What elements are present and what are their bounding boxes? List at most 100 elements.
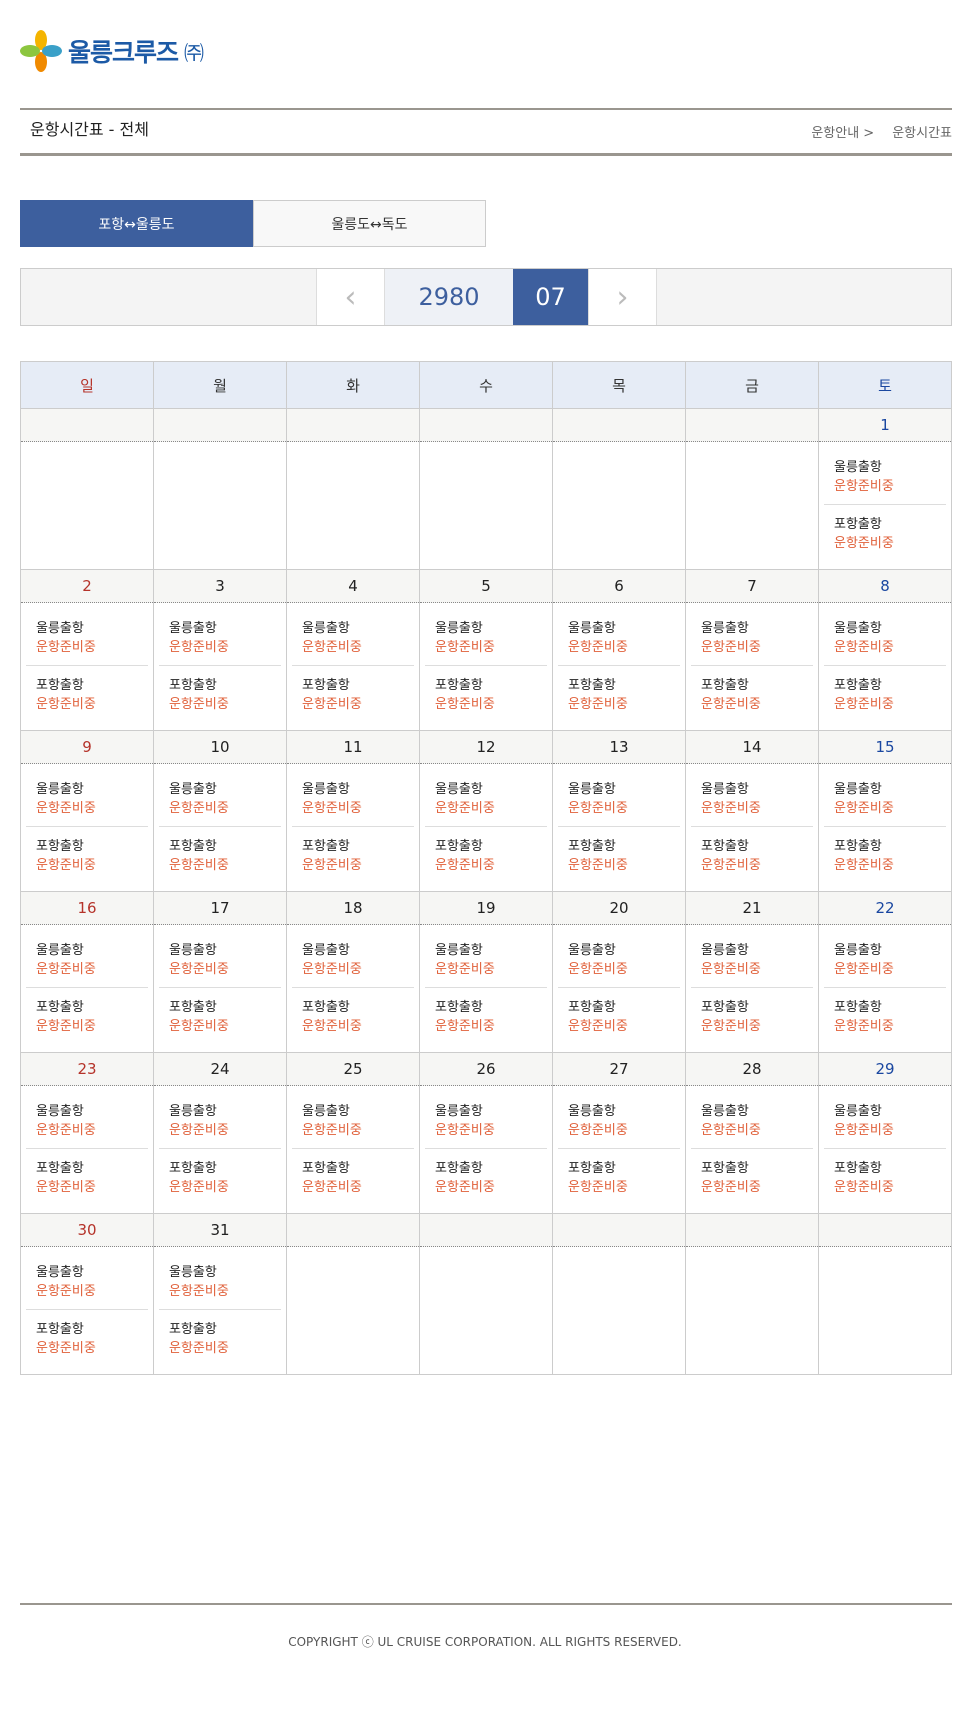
day-cell[interactable]: 울릉출항 운항준비중 포항출항 운항준비중 bbox=[552, 602, 686, 731]
trip-entry[interactable]: 포항출항 운항준비중 bbox=[691, 987, 813, 1044]
day-cell[interactable]: 울릉출항 운항준비중 포항출항 운항준비중 bbox=[685, 924, 819, 1053]
trip-entry[interactable]: 포항출항 운항준비중 bbox=[159, 1148, 281, 1205]
breadcrumb-item-guide[interactable]: 운항안내 > bbox=[811, 126, 875, 141]
day-cell[interactable]: 울릉출항 운항준비중 포항출항 운항준비중 bbox=[20, 1085, 154, 1214]
trip-entry[interactable]: 울릉출항 운항준비중 bbox=[824, 1092, 946, 1148]
trip-entry[interactable]: 포항출항 운항준비중 bbox=[159, 665, 281, 722]
trip-entry[interactable]: 울릉출항 운항준비중 bbox=[824, 609, 946, 665]
trip-entry[interactable]: 울릉출항 운항준비중 bbox=[691, 1092, 813, 1148]
day-cell[interactable]: 울릉출항 운항준비중 포항출항 운항준비중 bbox=[153, 1246, 287, 1375]
trip-entry[interactable]: 울릉출항 운항준비중 bbox=[292, 1092, 414, 1148]
trip-entry[interactable]: 포항출항 운항준비중 bbox=[26, 987, 148, 1044]
day-cell[interactable]: 울릉출항 운항준비중 포항출항 운항준비중 bbox=[153, 602, 287, 731]
trip-entry[interactable]: 울릉출항 운항준비중 bbox=[425, 1092, 547, 1148]
day-cell[interactable]: 울릉출항 운항준비중 포항출항 운항준비중 bbox=[818, 924, 952, 1053]
trip-entry[interactable]: 포항출항 운항준비중 bbox=[558, 987, 680, 1044]
day-cell[interactable]: 울릉출항 운항준비중 포항출항 운항준비중 bbox=[685, 1085, 819, 1214]
trip-entry[interactable]: 울릉출항 운항준비중 bbox=[425, 770, 547, 826]
trip-entry[interactable]: 울릉출항 운항준비중 bbox=[26, 1253, 148, 1309]
trip-entry[interactable]: 울릉출항 운항준비중 bbox=[691, 770, 813, 826]
trip-entry[interactable]: 울릉출항 운항준비중 bbox=[824, 448, 946, 504]
next-month-button[interactable]: › bbox=[588, 269, 657, 325]
day-cell[interactable]: 울릉출항 운항준비중 포항출항 운항준비중 bbox=[419, 602, 553, 731]
trip-entry[interactable]: 울릉출항 운항준비중 bbox=[824, 770, 946, 826]
day-cell[interactable]: 울릉출항 운항준비중 포항출항 운항준비중 bbox=[818, 441, 952, 570]
trip-entry[interactable]: 울릉출항 운항준비중 bbox=[159, 770, 281, 826]
trip-entry[interactable]: 포항출항 운항준비중 bbox=[159, 1309, 281, 1366]
trip-entry[interactable]: 울릉출항 운항준비중 bbox=[292, 609, 414, 665]
day-cell[interactable]: 울릉출항 운항준비중 포항출항 운항준비중 bbox=[20, 602, 154, 731]
trip-entry[interactable]: 울릉출항 운항준비중 bbox=[159, 609, 281, 665]
day-cell[interactable]: 울릉출항 운항준비중 포항출항 운항준비중 bbox=[818, 602, 952, 731]
prev-month-button[interactable]: ‹ bbox=[316, 269, 385, 325]
trip-entry[interactable]: 포항출항 운항준비중 bbox=[425, 1148, 547, 1205]
day-cell[interactable]: 울릉출항 운항준비중 포항출항 운항준비중 bbox=[153, 1085, 287, 1214]
trip-entry[interactable]: 포항출항 운항준비중 bbox=[824, 665, 946, 722]
trip-entry[interactable]: 울릉출항 운항준비중 bbox=[26, 770, 148, 826]
trip-entry[interactable]: 포항출항 운항준비중 bbox=[691, 826, 813, 883]
trip-entry[interactable]: 포항출항 운항준비중 bbox=[824, 987, 946, 1044]
trip-entry[interactable]: 포항출항 운항준비중 bbox=[292, 1148, 414, 1205]
day-cell[interactable]: 울릉출항 운항준비중 포항출항 운항준비중 bbox=[286, 763, 420, 892]
trip-entry[interactable]: 울릉출항 운항준비중 bbox=[425, 931, 547, 987]
trip-entry[interactable]: 포항출항 운항준비중 bbox=[558, 665, 680, 722]
day-cell[interactable]: 울릉출항 운항준비중 포항출항 운항준비중 bbox=[20, 1246, 154, 1375]
day-cell[interactable]: 울릉출항 운항준비중 포항출항 운항준비중 bbox=[419, 924, 553, 1053]
day-cell[interactable]: 울릉출항 운항준비중 포항출항 운항준비중 bbox=[685, 602, 819, 731]
trip-entry[interactable]: 포항출항 운항준비중 bbox=[26, 1148, 148, 1205]
trip-entry[interactable]: 포항출항 운항준비중 bbox=[26, 1309, 148, 1366]
trip-entry[interactable]: 포항출항 운항준비중 bbox=[292, 665, 414, 722]
trip-entry[interactable]: 울릉출항 운항준비중 bbox=[425, 609, 547, 665]
trip-entry[interactable]: 울릉출항 운항준비중 bbox=[292, 931, 414, 987]
trip-entry[interactable]: 포항출항 운항준비중 bbox=[691, 1148, 813, 1205]
trip-entry[interactable]: 울릉출항 운항준비중 bbox=[159, 1092, 281, 1148]
trip-entry[interactable]: 포항출항 운항준비중 bbox=[824, 1148, 946, 1205]
day-cell[interactable]: 울릉출항 운항준비중 포항출항 운항준비중 bbox=[20, 763, 154, 892]
trip-entry[interactable]: 포항출항 운항준비중 bbox=[558, 826, 680, 883]
trip-entry[interactable]: 울릉출항 운항준비중 bbox=[558, 931, 680, 987]
trip-entry[interactable]: 포항출항 운항준비중 bbox=[824, 504, 946, 561]
day-cell[interactable]: 울릉출항 운항준비중 포항출항 운항준비중 bbox=[818, 763, 952, 892]
day-cell[interactable]: 울릉출항 운항준비중 포항출항 운항준비중 bbox=[286, 602, 420, 731]
trip-entry[interactable]: 포항출항 운항준비중 bbox=[26, 665, 148, 722]
day-cell[interactable]: 울릉출항 운항준비중 포항출항 운항준비중 bbox=[20, 924, 154, 1053]
trip-entry[interactable]: 포항출항 운항준비중 bbox=[292, 826, 414, 883]
day-cell[interactable]: 울릉출항 운항준비중 포항출항 운항준비중 bbox=[286, 924, 420, 1053]
day-cell[interactable]: 울릉출항 운항준비중 포항출항 운항준비중 bbox=[153, 924, 287, 1053]
tab-ulleungdo-dokdo[interactable]: 울릉도↔독도 bbox=[253, 200, 486, 247]
trip-entry[interactable]: 포항출항 운항준비중 bbox=[425, 665, 547, 722]
day-cell[interactable]: 울릉출항 운항준비중 포항출항 운항준비중 bbox=[286, 1085, 420, 1214]
trip-entry[interactable]: 포항출항 운항준비중 bbox=[691, 665, 813, 722]
day-cell[interactable]: 울릉출항 운항준비중 포항출항 운항준비중 bbox=[552, 763, 686, 892]
trip-entry[interactable]: 울릉출항 운항준비중 bbox=[159, 1253, 281, 1309]
day-cell[interactable]: 울릉출항 운항준비중 포항출항 운항준비중 bbox=[419, 763, 553, 892]
trip-entry[interactable]: 울릉출항 운항준비중 bbox=[292, 770, 414, 826]
trip-entry[interactable]: 울릉출항 운항준비중 bbox=[691, 931, 813, 987]
trip-entry[interactable]: 포항출항 운항준비중 bbox=[558, 1148, 680, 1205]
day-cell[interactable]: 울릉출항 운항준비중 포항출항 운항준비중 bbox=[685, 763, 819, 892]
trip-entry[interactable]: 울릉출항 운항준비중 bbox=[824, 931, 946, 987]
breadcrumb-item-timetable[interactable]: 운항시간표 bbox=[892, 126, 952, 141]
trip-entry[interactable]: 울릉출항 운항준비중 bbox=[26, 1092, 148, 1148]
tab-pohang-ulleungdo[interactable]: 포항↔울릉도 bbox=[20, 200, 253, 247]
trip-entry[interactable]: 포항출항 운항준비중 bbox=[159, 826, 281, 883]
trip-entry[interactable]: 울릉출항 운항준비중 bbox=[26, 609, 148, 665]
trip-entry[interactable]: 울릉출항 운항준비중 bbox=[558, 1092, 680, 1148]
trip-entry[interactable]: 울릉출항 운항준비중 bbox=[691, 609, 813, 665]
trip-entry[interactable]: 울릉출항 운항준비중 bbox=[558, 770, 680, 826]
trip-entry[interactable]: 포항출항 운항준비중 bbox=[824, 826, 946, 883]
day-cell[interactable]: 울릉출항 운항준비중 포항출항 운항준비중 bbox=[818, 1085, 952, 1214]
trip-entry[interactable]: 포항출항 운항준비중 bbox=[425, 826, 547, 883]
trip-entry[interactable]: 포항출항 운항준비중 bbox=[159, 987, 281, 1044]
logo[interactable]: 울릉크루즈 ㈜ bbox=[20, 30, 204, 72]
trip-entry[interactable]: 포항출항 운항준비중 bbox=[26, 826, 148, 883]
day-cell[interactable]: 울릉출항 운항준비중 포항출항 운항준비중 bbox=[552, 924, 686, 1053]
trip-entry[interactable]: 포항출항 운항준비중 bbox=[292, 987, 414, 1044]
trip-entry[interactable]: 울릉출항 운항준비중 bbox=[26, 931, 148, 987]
day-cell[interactable]: 울릉출항 운항준비중 포항출항 운항준비중 bbox=[552, 1085, 686, 1214]
day-cell[interactable]: 울릉출항 운항준비중 포항출항 운항준비중 bbox=[419, 1085, 553, 1214]
trip-entry[interactable]: 포항출항 운항준비중 bbox=[425, 987, 547, 1044]
trip-entry[interactable]: 울릉출항 운항준비중 bbox=[558, 609, 680, 665]
day-cell[interactable]: 울릉출항 운항준비중 포항출항 운항준비중 bbox=[153, 763, 287, 892]
trip-entry[interactable]: 울릉출항 운항준비중 bbox=[159, 931, 281, 987]
